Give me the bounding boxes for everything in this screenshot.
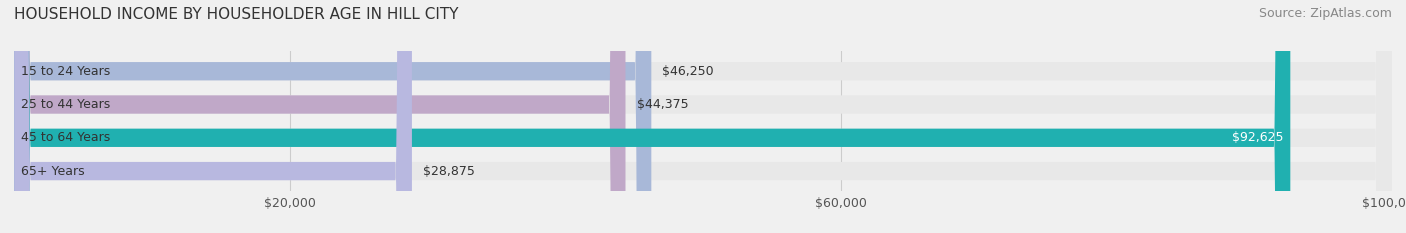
FancyBboxPatch shape xyxy=(14,0,1291,233)
FancyBboxPatch shape xyxy=(14,0,1392,233)
Text: $44,375: $44,375 xyxy=(637,98,688,111)
Text: Source: ZipAtlas.com: Source: ZipAtlas.com xyxy=(1258,7,1392,20)
Text: 65+ Years: 65+ Years xyxy=(21,164,84,178)
Text: 15 to 24 Years: 15 to 24 Years xyxy=(21,65,110,78)
FancyBboxPatch shape xyxy=(14,0,412,233)
FancyBboxPatch shape xyxy=(14,0,1392,233)
FancyBboxPatch shape xyxy=(14,0,626,233)
Text: $46,250: $46,250 xyxy=(662,65,714,78)
Text: 25 to 44 Years: 25 to 44 Years xyxy=(21,98,110,111)
Text: $28,875: $28,875 xyxy=(423,164,475,178)
Text: $92,625: $92,625 xyxy=(1232,131,1284,144)
Text: HOUSEHOLD INCOME BY HOUSEHOLDER AGE IN HILL CITY: HOUSEHOLD INCOME BY HOUSEHOLDER AGE IN H… xyxy=(14,7,458,22)
Text: 45 to 64 Years: 45 to 64 Years xyxy=(21,131,110,144)
FancyBboxPatch shape xyxy=(14,0,1392,233)
FancyBboxPatch shape xyxy=(14,0,651,233)
FancyBboxPatch shape xyxy=(14,0,1392,233)
